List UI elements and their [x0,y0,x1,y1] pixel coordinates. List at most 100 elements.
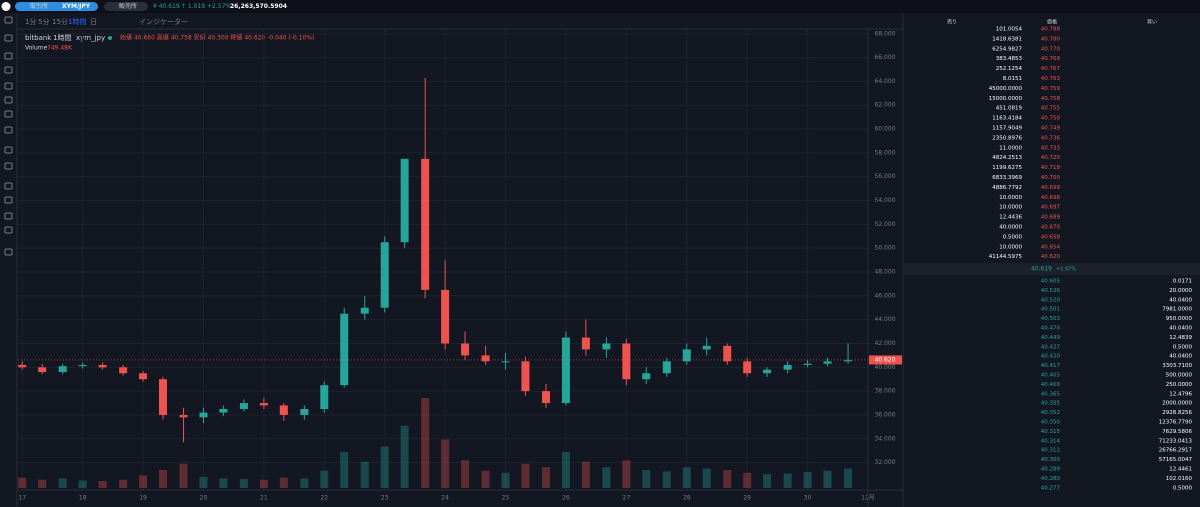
ask-amount: 2350.8976 [992,135,1022,141]
ask-amount: 101.0054 [996,27,1023,33]
interval-active[interactable]: 1時間 [68,18,86,26]
ask-amount: 1163.4184 [992,116,1022,122]
y-tick-label: 60.000 [875,126,896,133]
candle-body [581,337,590,350]
bid-price: 40.427 [1041,344,1061,350]
ask-amount: 15000.0000 [989,96,1023,102]
volume-bar [622,460,631,488]
y-tick-label: 62.000 [875,102,896,109]
tool-icon [4,126,13,134]
volume-bar [38,479,47,488]
ask-price: 40.620 [1041,254,1061,260]
book-header: 売り [947,19,957,26]
indicator-button[interactable]: インジケーター [139,17,188,26]
y-tick-label: 68.000 [875,30,896,37]
bid-amount: 0.5000 [1173,485,1193,491]
chart: 32.000 34.000 36.000 38.000 40.000 42.000 44.0… [18,29,903,507]
candle-body [38,367,47,373]
x-tick-label: 17 [18,495,26,502]
interval[interactable]: 15分 [52,17,68,26]
volume-bar [763,474,772,488]
candle-body [844,360,853,362]
tool-icon [4,146,13,154]
y-tick-label: 40.000 [875,364,896,371]
header-volume: 26,263,570.5904 [230,3,287,10]
bid-amount: 2928.8256 [1162,410,1192,416]
ask-price: 40.780 [1041,36,1061,42]
candle-body [521,361,530,392]
bid-price: 40.526 [1041,288,1061,294]
ask-price: 40.689 [1041,215,1061,221]
volume-bar [219,478,228,488]
tool-icon [4,66,13,74]
candle-body [18,364,27,368]
candle-body [803,363,812,365]
bid-price: 40.280 [1041,476,1061,482]
day-button[interactable]: 日 [90,18,97,26]
volume-bar [682,467,691,488]
x-tick-label: 18 [79,495,87,502]
volume-bar [561,452,570,488]
candle-body [259,403,268,406]
ask-price: 40.788 [1041,27,1061,33]
bid-price: 40.400 [1041,382,1061,388]
y-tick-label: 44.000 [875,316,896,323]
bid-price: 40.503 [1041,316,1061,322]
candle-body [119,367,128,374]
candle-body [662,361,671,374]
bid-price: 40.420 [1041,354,1061,360]
bid-amount: 20.0000 [1169,288,1192,294]
y-tick-label: 64.000 [875,78,896,85]
bid-price: 40.277 [1041,485,1061,491]
y-tick-label: 58.000 [875,149,896,156]
status-dot [108,36,112,40]
candle-body [360,307,369,314]
mid-change: +1.97% [1056,267,1076,273]
candle-body [763,369,772,374]
x-tick-label: 21 [260,495,268,502]
volume-bar [259,479,268,488]
x-tick-label: 26 [562,495,570,502]
y-tick-label: 50.000 [875,245,896,252]
header-price: ¥ 40.619 [153,3,180,10]
bid-amount: 40.0400 [1169,354,1192,360]
ask-amount: 12.4436 [999,215,1022,221]
volume-bar [78,480,87,488]
ask-amount: 6254.9827 [992,46,1022,52]
candle-body [300,408,309,415]
ask-amount: 40.0000 [999,225,1022,231]
candle-body [743,361,752,374]
volume-bar [199,476,208,488]
ask-price: 40.769 [1041,56,1061,62]
exchange-pill[interactable] [15,2,98,11]
bid-amount: 7981.0000 [1162,307,1192,313]
y-tick-label: 38.000 [875,388,896,395]
interval[interactable]: 1分 [25,17,36,26]
logo [1,2,11,11]
left-toolbar [0,14,17,507]
volume-bar [461,460,470,488]
tool-icon [4,52,13,60]
bid-amount: 12.4839 [1169,335,1192,341]
candle-body [400,158,409,243]
ask-price: 40.658 [1041,234,1061,240]
exchange-label: 取引所 [30,2,48,10]
bid-price: 40.300 [1041,457,1061,463]
bid-amount: 12376.7790 [1159,420,1193,426]
ask-amount: 10.0000 [999,244,1022,250]
interval[interactable]: 5分 [38,17,49,26]
candle-body [380,242,389,308]
volume-bar [400,425,409,488]
candle-body [723,345,732,362]
volume-bar [723,470,732,488]
bid-price: 40.314 [1041,438,1061,444]
shop-pill[interactable] [104,2,148,11]
tool-icon [4,16,13,24]
volume-bar [58,478,67,488]
volume-bar [783,473,792,488]
candle-body [158,379,167,415]
bid-amount: 0.0171 [1173,279,1192,285]
ask-price: 40.699 [1041,185,1061,191]
book-header: 価格 [1047,19,1057,26]
